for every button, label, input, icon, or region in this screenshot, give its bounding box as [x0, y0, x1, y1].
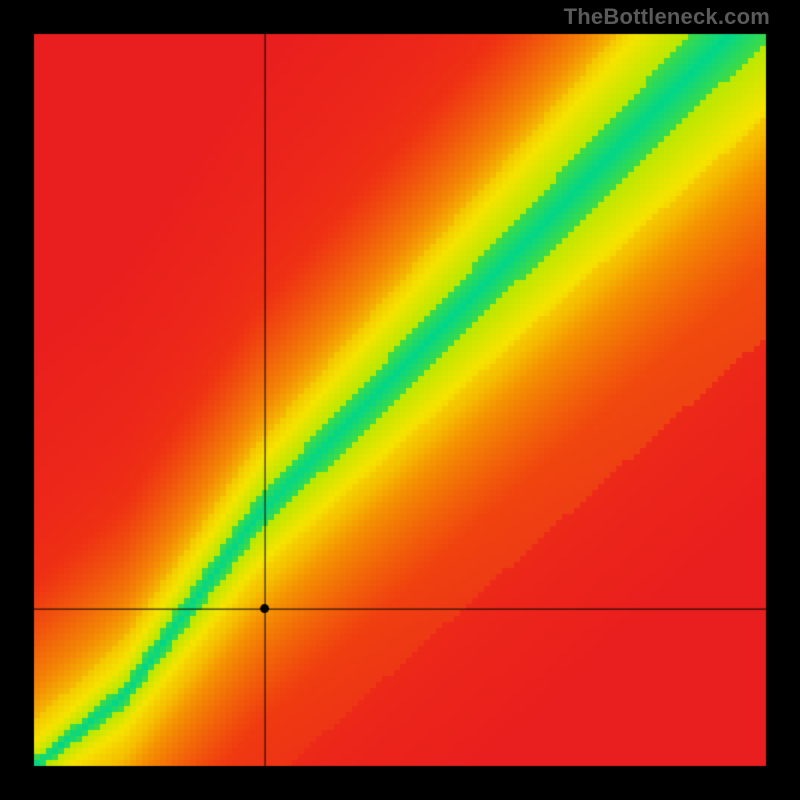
- bottleneck-heatmap: [0, 0, 800, 800]
- chart-container: TheBottleneck.com: [0, 0, 800, 800]
- watermark-text: TheBottleneck.com: [564, 4, 770, 30]
